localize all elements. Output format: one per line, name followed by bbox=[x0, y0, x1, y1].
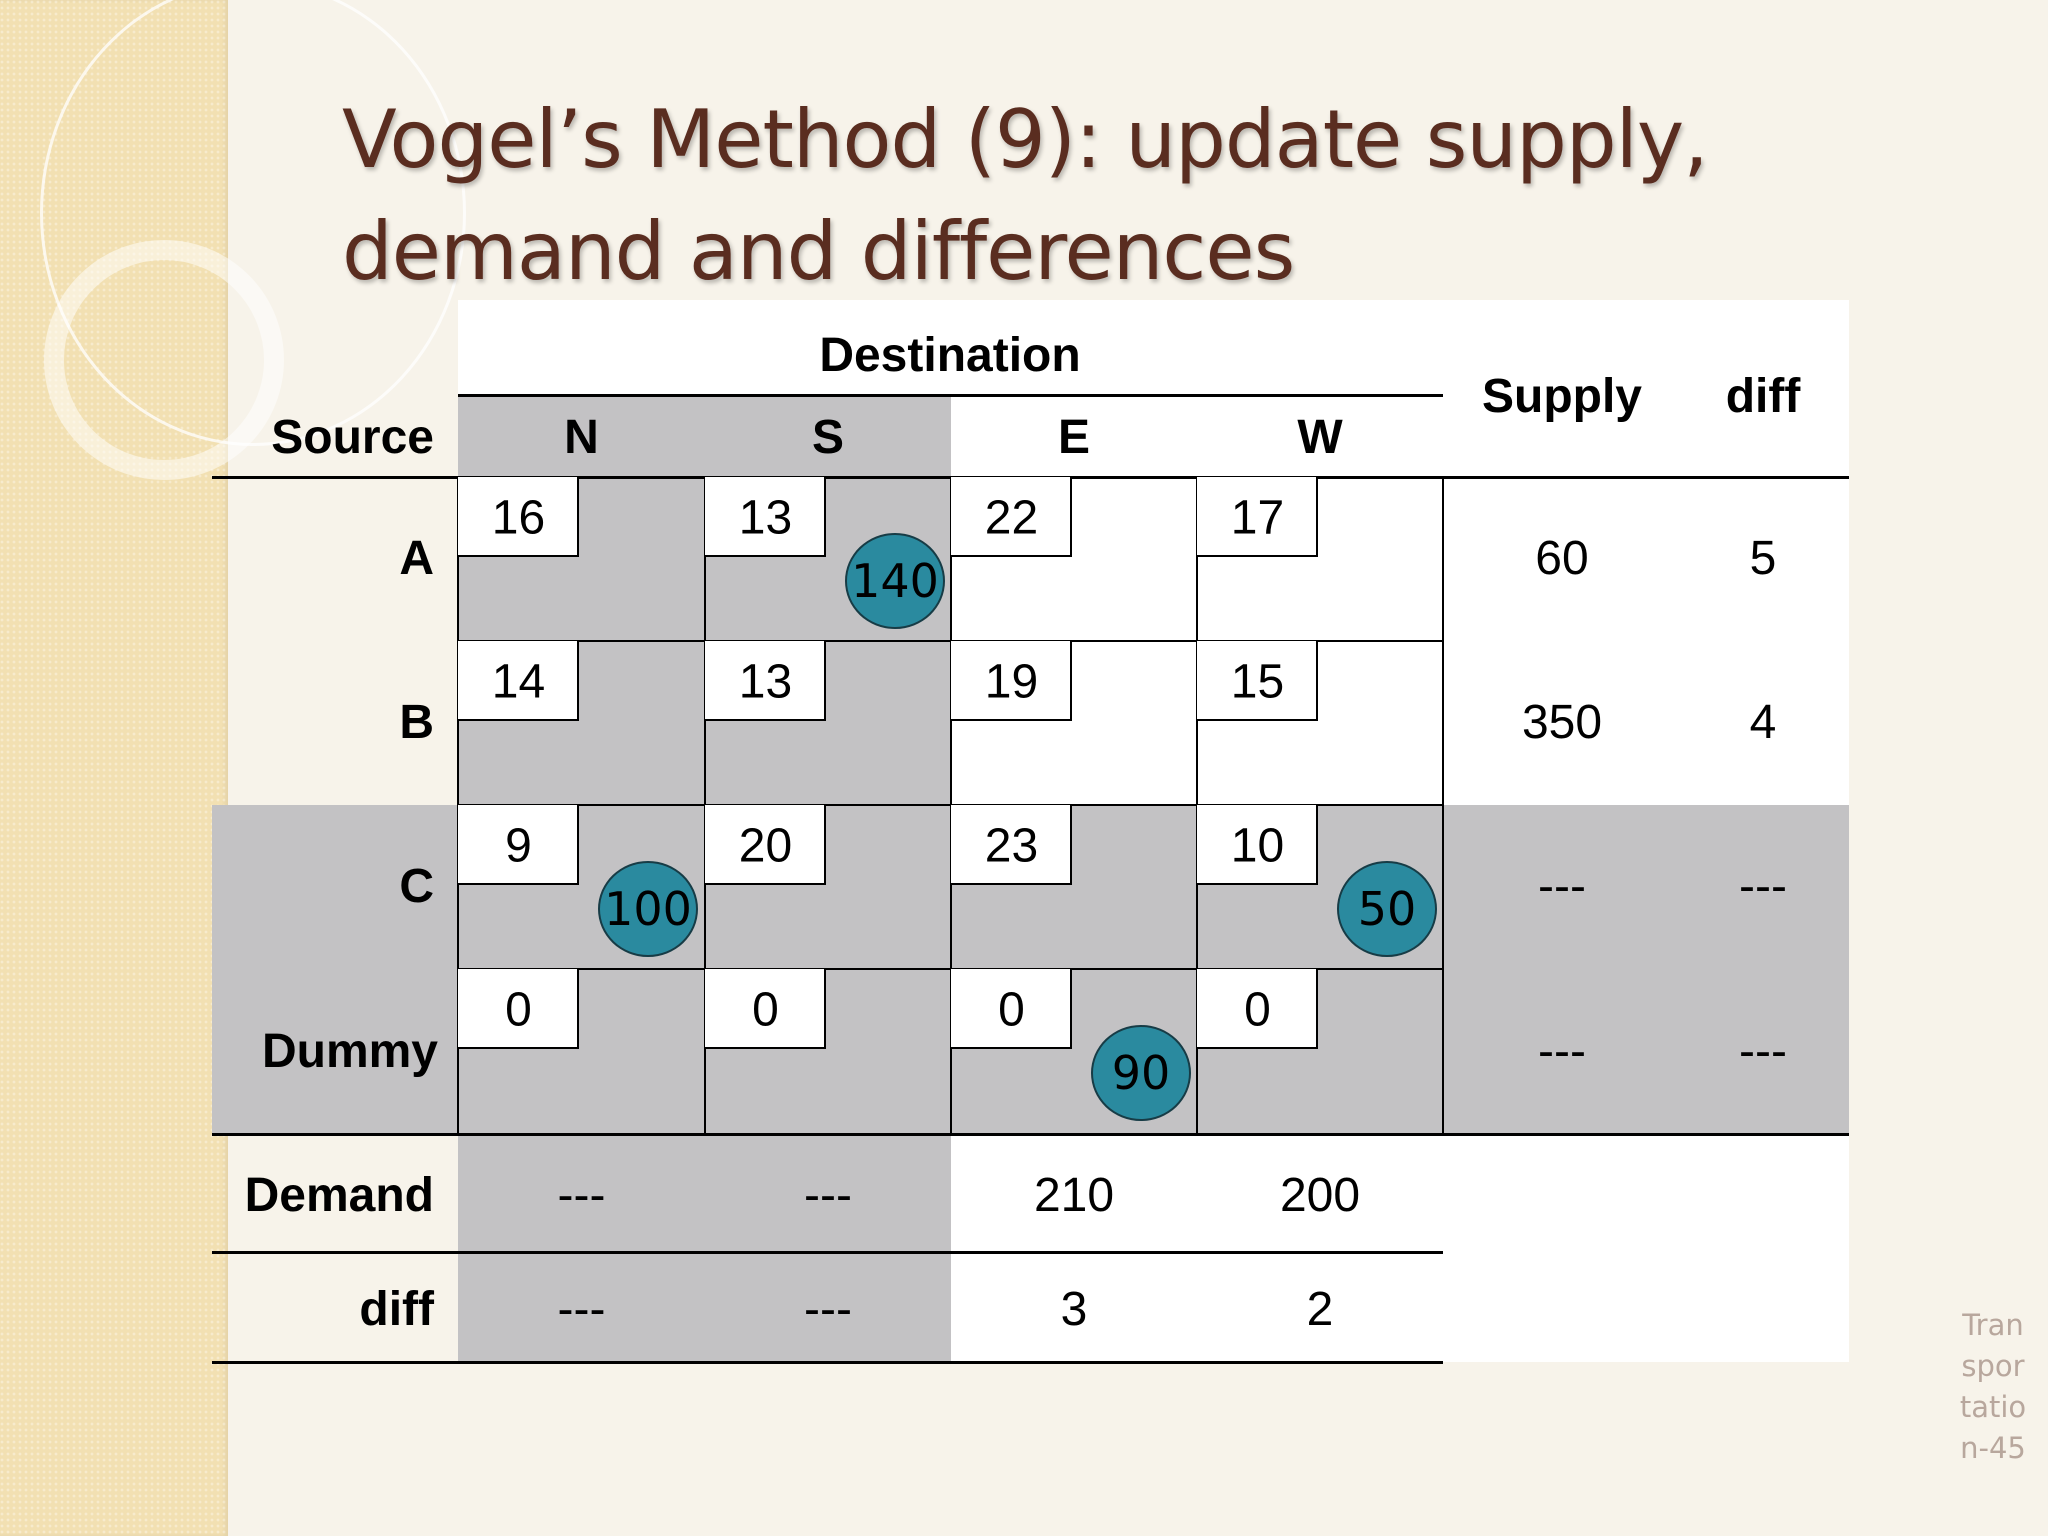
column-header-w: W bbox=[1297, 411, 1343, 464]
supply-value-c: --- bbox=[1538, 860, 1586, 913]
cost-cell-c-w: 10 bbox=[1197, 805, 1318, 885]
column-header-e: E bbox=[1057, 411, 1091, 464]
cost-cell-dummy-w: 0 bbox=[1197, 969, 1318, 1049]
cost-value: 14 bbox=[491, 655, 546, 709]
body-bottom-line bbox=[212, 1133, 1849, 1136]
cost-value: 13 bbox=[738, 491, 793, 545]
cost-cell-b-w: 15 bbox=[1197, 641, 1318, 721]
cost-value: 0 bbox=[1244, 983, 1271, 1037]
allocation-circle-a-s: 140 bbox=[845, 533, 945, 629]
cost-cell-a-n: 16 bbox=[458, 477, 579, 557]
row-label-dummy: Dummy bbox=[261, 1024, 438, 1078]
supply-header: Supply bbox=[1481, 370, 1643, 423]
cost-cell-a-s: 13 bbox=[705, 477, 826, 557]
demand-label: Demand bbox=[244, 1169, 434, 1222]
source-header: Source bbox=[271, 411, 434, 464]
row-label-c: C bbox=[399, 860, 434, 913]
demand-value-e: 210 bbox=[1033, 1169, 1115, 1222]
cost-value: 16 bbox=[491, 491, 546, 545]
slide-title: Vogel’s Method (9): update supply, deman… bbox=[342, 93, 1709, 298]
row-label-b: B bbox=[399, 696, 434, 749]
supply-value-b: 350 bbox=[1521, 696, 1603, 749]
slide-number: Transportation-45 bbox=[1959, 1308, 2027, 1465]
cost-value: 0 bbox=[998, 983, 1025, 1037]
cost-value: 20 bbox=[738, 819, 793, 873]
cost-value: 0 bbox=[505, 983, 532, 1037]
supply-value-a: 60 bbox=[1535, 532, 1589, 585]
column-diff-label: diff bbox=[359, 1283, 434, 1336]
cost-value: 19 bbox=[984, 655, 1039, 709]
supply-value-dummy: --- bbox=[1538, 1024, 1586, 1078]
cost-value: 10 bbox=[1230, 819, 1285, 873]
cost-cell-c-e: 23 bbox=[951, 805, 1072, 885]
allocation-circle-c-w: 50 bbox=[1337, 861, 1437, 957]
column-diff-value-w: 2 bbox=[1306, 1283, 1334, 1336]
row-label-a: A bbox=[399, 532, 434, 585]
demand-value-n: --- bbox=[557, 1169, 606, 1222]
column-line-4 bbox=[1442, 477, 1444, 1134]
diff-bottom-line bbox=[212, 1361, 1443, 1364]
cost-cell-dummy-s: 0 bbox=[705, 969, 826, 1049]
demand-value-w: 200 bbox=[1279, 1169, 1361, 1222]
destination-header: Destination bbox=[819, 329, 1081, 382]
destination-underline bbox=[458, 394, 1443, 397]
cost-value: 15 bbox=[1230, 655, 1285, 709]
cost-cell-b-e: 19 bbox=[951, 641, 1072, 721]
cost-value: 23 bbox=[984, 819, 1039, 873]
cost-cell-dummy-e: 0 bbox=[951, 969, 1072, 1049]
row-diff-value-a: 5 bbox=[1749, 532, 1777, 585]
row-diff-value-c: --- bbox=[1739, 860, 1787, 913]
row-diff-value-b: 4 bbox=[1749, 696, 1777, 749]
cost-value: 13 bbox=[738, 655, 793, 709]
cost-value: 22 bbox=[984, 491, 1039, 545]
demand-value-s: --- bbox=[804, 1169, 852, 1222]
cost-cell-a-e: 22 bbox=[951, 477, 1072, 557]
cost-value: 9 bbox=[505, 819, 532, 873]
cost-cell-b-n: 14 bbox=[458, 641, 579, 721]
allocation-circle-dummy-e: 90 bbox=[1091, 1025, 1191, 1121]
decorative-sidebar bbox=[0, 0, 228, 1536]
column-header-n: N bbox=[564, 411, 599, 464]
cost-cell-b-s: 13 bbox=[705, 641, 826, 721]
cost-value: 0 bbox=[752, 983, 779, 1037]
allocation-circle-c-n: 100 bbox=[598, 861, 698, 957]
column-diff-value-n: --- bbox=[557, 1283, 606, 1336]
demand-bottom-line bbox=[212, 1251, 1443, 1254]
cost-cell-c-s: 20 bbox=[705, 805, 826, 885]
row-diff-value-dummy: --- bbox=[1739, 1024, 1787, 1078]
cost-cell-dummy-n: 0 bbox=[458, 969, 579, 1049]
diff-header: diff bbox=[1725, 370, 1801, 423]
column-diff-value-s: --- bbox=[804, 1283, 852, 1336]
column-diff-value-e: 3 bbox=[1060, 1283, 1088, 1336]
cost-cell-a-w: 17 bbox=[1197, 477, 1318, 557]
cost-value: 17 bbox=[1230, 491, 1285, 545]
column-header-s: S bbox=[811, 411, 845, 464]
cost-cell-c-n: 9 bbox=[458, 805, 579, 885]
